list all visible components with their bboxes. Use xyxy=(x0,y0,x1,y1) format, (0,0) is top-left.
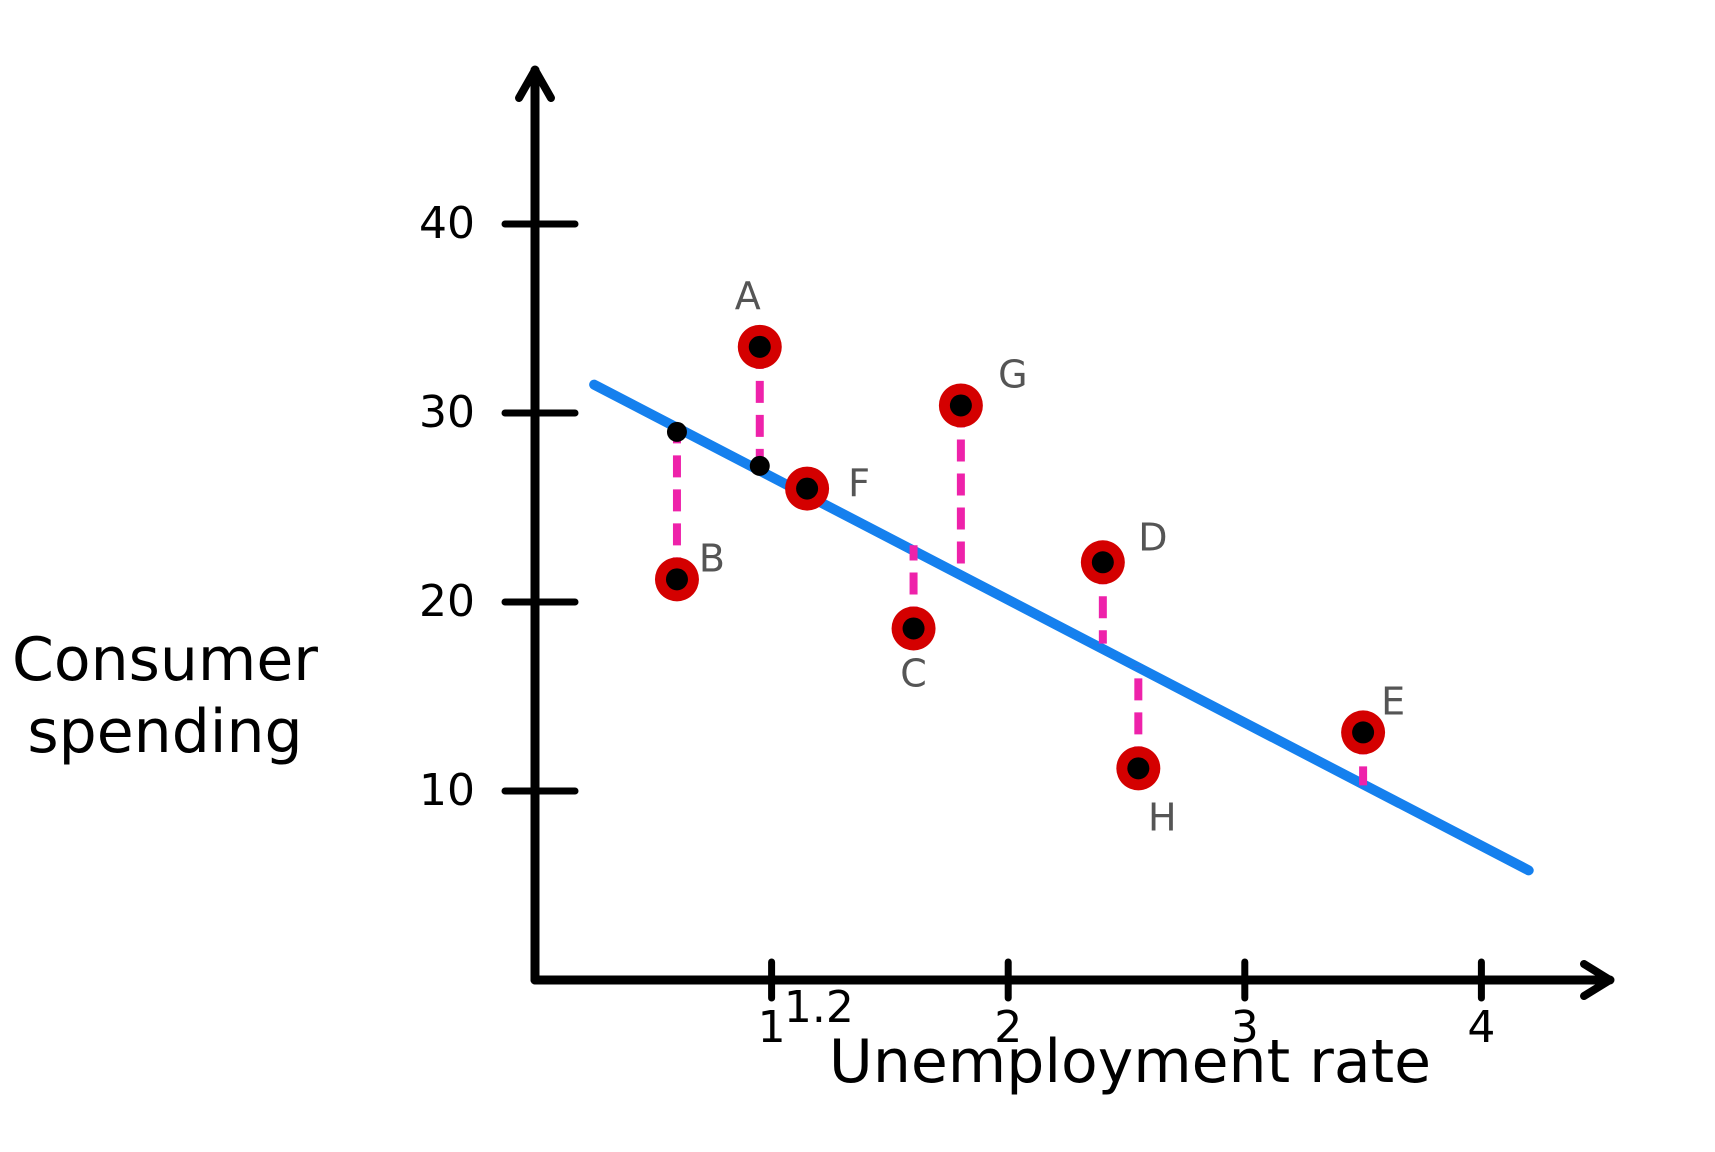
x-tick-label-2: 2 xyxy=(994,1002,1022,1053)
y-tick-label-30: 30 xyxy=(419,387,475,438)
y-axis-title-line-2: spending xyxy=(27,697,302,767)
regression-line xyxy=(589,379,1534,876)
x-tick-label-1: 1 xyxy=(758,1002,786,1053)
point-center-e xyxy=(1352,721,1375,744)
y-axis-arrow xyxy=(515,66,555,102)
x-tick-label-3: 3 xyxy=(1231,1002,1259,1053)
point-label-h: H xyxy=(1148,795,1177,839)
fit-dot-a xyxy=(749,455,770,476)
point-label-d: D xyxy=(1138,515,1167,559)
regression-line-group xyxy=(589,379,1534,876)
point-label-f: F xyxy=(848,462,870,506)
y-axis-title: Consumer spending xyxy=(12,625,318,767)
point-label-g: G xyxy=(998,352,1027,396)
point-center-d xyxy=(1091,551,1114,574)
point-center-g xyxy=(949,394,972,417)
x-tick-label-1-2: 1.2 xyxy=(784,982,854,1033)
x-axis-arrow xyxy=(1580,960,1614,1000)
point-center-c xyxy=(902,617,925,640)
point-label-b: B xyxy=(699,536,725,580)
data-points: B A F C G D H E xyxy=(654,274,1405,839)
point-center-h xyxy=(1127,757,1150,780)
axes xyxy=(501,65,1615,1002)
y-axis-title-line-1: Consumer xyxy=(12,625,318,695)
residuals xyxy=(672,346,1368,786)
tick-labels: 10 20 30 40 11.2 2 3 4 xyxy=(419,198,1495,1053)
point-label-a: A xyxy=(735,274,761,318)
point-center-a xyxy=(748,335,771,358)
y-tick-label-10: 10 xyxy=(419,765,475,816)
fit-dot-b xyxy=(666,421,687,442)
point-center-f xyxy=(796,477,819,500)
point-label-e: E xyxy=(1381,679,1405,723)
x-axis-title: Unemployment rate xyxy=(829,1027,1431,1097)
y-tick-label-40: 40 xyxy=(419,198,475,249)
point-center-b xyxy=(665,568,688,591)
y-tick-label-20: 20 xyxy=(419,576,475,627)
x-tick-label-4: 4 xyxy=(1467,1002,1495,1053)
point-label-c: C xyxy=(900,651,927,695)
